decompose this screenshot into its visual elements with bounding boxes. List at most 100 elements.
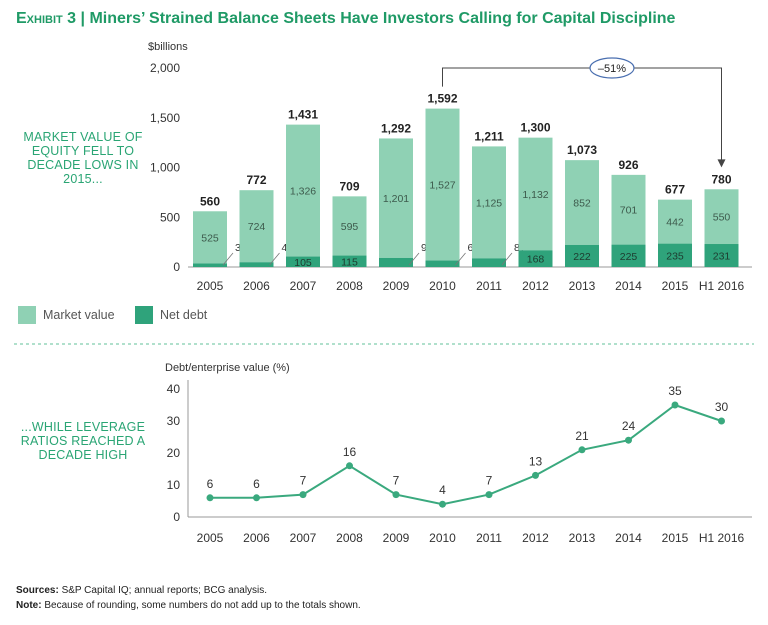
line-x-tick-label: 2013	[569, 531, 596, 545]
line-point	[625, 436, 632, 444]
line-x-tick-label: 2005	[197, 531, 224, 545]
legend-net-debt-swatch	[135, 306, 153, 324]
bar-total-label: 1,292	[381, 121, 411, 135]
line-x-tick-label: 2015	[662, 531, 689, 545]
bar-total-label: 1,300	[520, 121, 550, 135]
bar-net-debt	[332, 255, 367, 267]
bar-market-value-label: 1,125	[476, 197, 502, 209]
line-y-tick-label: 10	[167, 478, 181, 492]
bar-market-value-label: 724	[248, 221, 266, 233]
bar-market-value-label: 852	[573, 198, 591, 210]
line-x-tick-label: H1 2016	[699, 531, 745, 545]
bar-market-value-label: 595	[341, 221, 359, 233]
bar-net-debt-label: 168	[527, 254, 545, 266]
line-point	[718, 417, 725, 425]
line-point	[299, 491, 307, 499]
bar-market-value	[704, 189, 739, 245]
bar-total-label: 1,073	[567, 143, 597, 157]
line-y-tick-label: 40	[167, 382, 181, 396]
bar-total-label: 1,431	[288, 108, 318, 122]
annotation-ellipse	[589, 57, 635, 79]
bar-total-label: 1,592	[427, 92, 457, 106]
bar-net-debt-label: 225	[620, 251, 638, 263]
line-point	[206, 494, 214, 502]
bar-market-value-label: 1,527	[429, 180, 455, 192]
bar-net-debt-label: 115	[341, 256, 358, 268]
line-point-label: 13	[529, 454, 543, 468]
line-point	[439, 500, 446, 508]
line-x-tick-label: 2009	[383, 531, 410, 545]
bar-market-value	[239, 190, 274, 263]
side-label-top: Market value of equity fell to decade lo…	[23, 130, 143, 186]
line-point-label: 30	[715, 400, 729, 414]
bar-net-debt	[379, 257, 413, 267]
line-point	[578, 446, 586, 454]
line-point	[346, 462, 353, 470]
annotation-arrowhead	[717, 159, 726, 168]
bar-y-tick-label: 1,500	[150, 111, 180, 125]
bar-market-value-label: 442	[666, 217, 684, 229]
bar-net-debt	[704, 244, 739, 267]
bar-x-tick-label: 2012	[522, 279, 549, 293]
bar-total-label: 709	[339, 179, 359, 193]
bar-net-debt	[518, 250, 553, 267]
bar-market-value	[518, 137, 553, 251]
bar-net-debt-label: 231	[713, 251, 731, 263]
line-x-tick-label: 2011	[476, 531, 502, 545]
line-point-label: 35	[668, 384, 682, 398]
bar-x-tick-label: 2005	[197, 279, 224, 293]
bar-y-tick-label: 1,000	[150, 161, 180, 175]
bar-total-label: 926	[618, 158, 638, 172]
annotation-label: –51%	[598, 63, 626, 75]
bar-market-value	[472, 146, 506, 259]
note-label: Note:	[16, 600, 42, 611]
sources-label: Sources:	[16, 585, 59, 596]
bar-net-debt-leader	[222, 252, 234, 266]
bar-market-value	[611, 174, 646, 245]
legend-market-value-label: Market value	[43, 308, 115, 322]
bar-x-tick-label: 2008	[336, 279, 363, 293]
line-x-tick-label: 2006	[243, 531, 270, 545]
bar-net-debt	[425, 260, 460, 267]
bar-y-axis-title: $billions	[148, 41, 188, 53]
bar-net-debt-leader	[455, 252, 466, 266]
bar-market-value-label: 1,201	[383, 193, 409, 205]
line-y-tick-label: 30	[167, 414, 181, 428]
bar-x-tick-label: 2015	[662, 279, 689, 293]
bar-x-tick-label: H1 2016	[699, 279, 745, 293]
exhibit-label: Exhibit 3	[16, 10, 77, 27]
legend-market-value-swatch	[18, 306, 36, 324]
bar-market-value-label: 701	[620, 205, 638, 217]
bar-net-debt-leader	[501, 252, 513, 266]
sources-text: S&P Capital IQ; annual reports; BCG anal…	[58, 585, 268, 596]
bar-market-value	[193, 211, 227, 264]
side-label-bottom: ...while leverage ratios reached a decad…	[20, 420, 146, 462]
bar-net-debt-leader	[269, 252, 280, 266]
bar-x-tick-label: 2013	[569, 279, 596, 293]
title-separator: |	[80, 10, 86, 27]
line-point-label: 21	[575, 429, 589, 443]
line-point-label: 7	[300, 474, 307, 488]
bar-market-value	[425, 108, 460, 261]
line-x-tick-label: 2008	[336, 531, 363, 545]
bar-total-label: 677	[665, 183, 685, 197]
line-x-tick-label: 2012	[522, 531, 549, 545]
bar-net-debt	[565, 244, 599, 267]
bar-net-debt	[193, 263, 227, 267]
bar-market-value	[379, 138, 413, 258]
bar-market-value	[565, 160, 599, 245]
bar-net-debt-label: 105	[294, 257, 312, 269]
bar-x-tick-label: 2010	[429, 279, 456, 293]
bar-net-debt-leader	[408, 252, 420, 266]
bar-x-tick-label: 2009	[383, 279, 410, 293]
line-point-label: 4	[439, 483, 446, 497]
bar-x-tick-label: 2014	[615, 279, 642, 293]
bar-x-tick-label: 2006	[243, 279, 270, 293]
line-point-label: 6	[253, 477, 260, 491]
bar-market-value	[286, 124, 320, 257]
bar-x-tick-label: 2011	[476, 279, 502, 293]
bar-net-debt	[472, 258, 506, 267]
note-line: Note: Because of rounding, some numbers …	[16, 600, 361, 611]
bar-total-label: 1,211	[474, 129, 504, 143]
bar-market-value-label: 1,132	[522, 189, 548, 201]
